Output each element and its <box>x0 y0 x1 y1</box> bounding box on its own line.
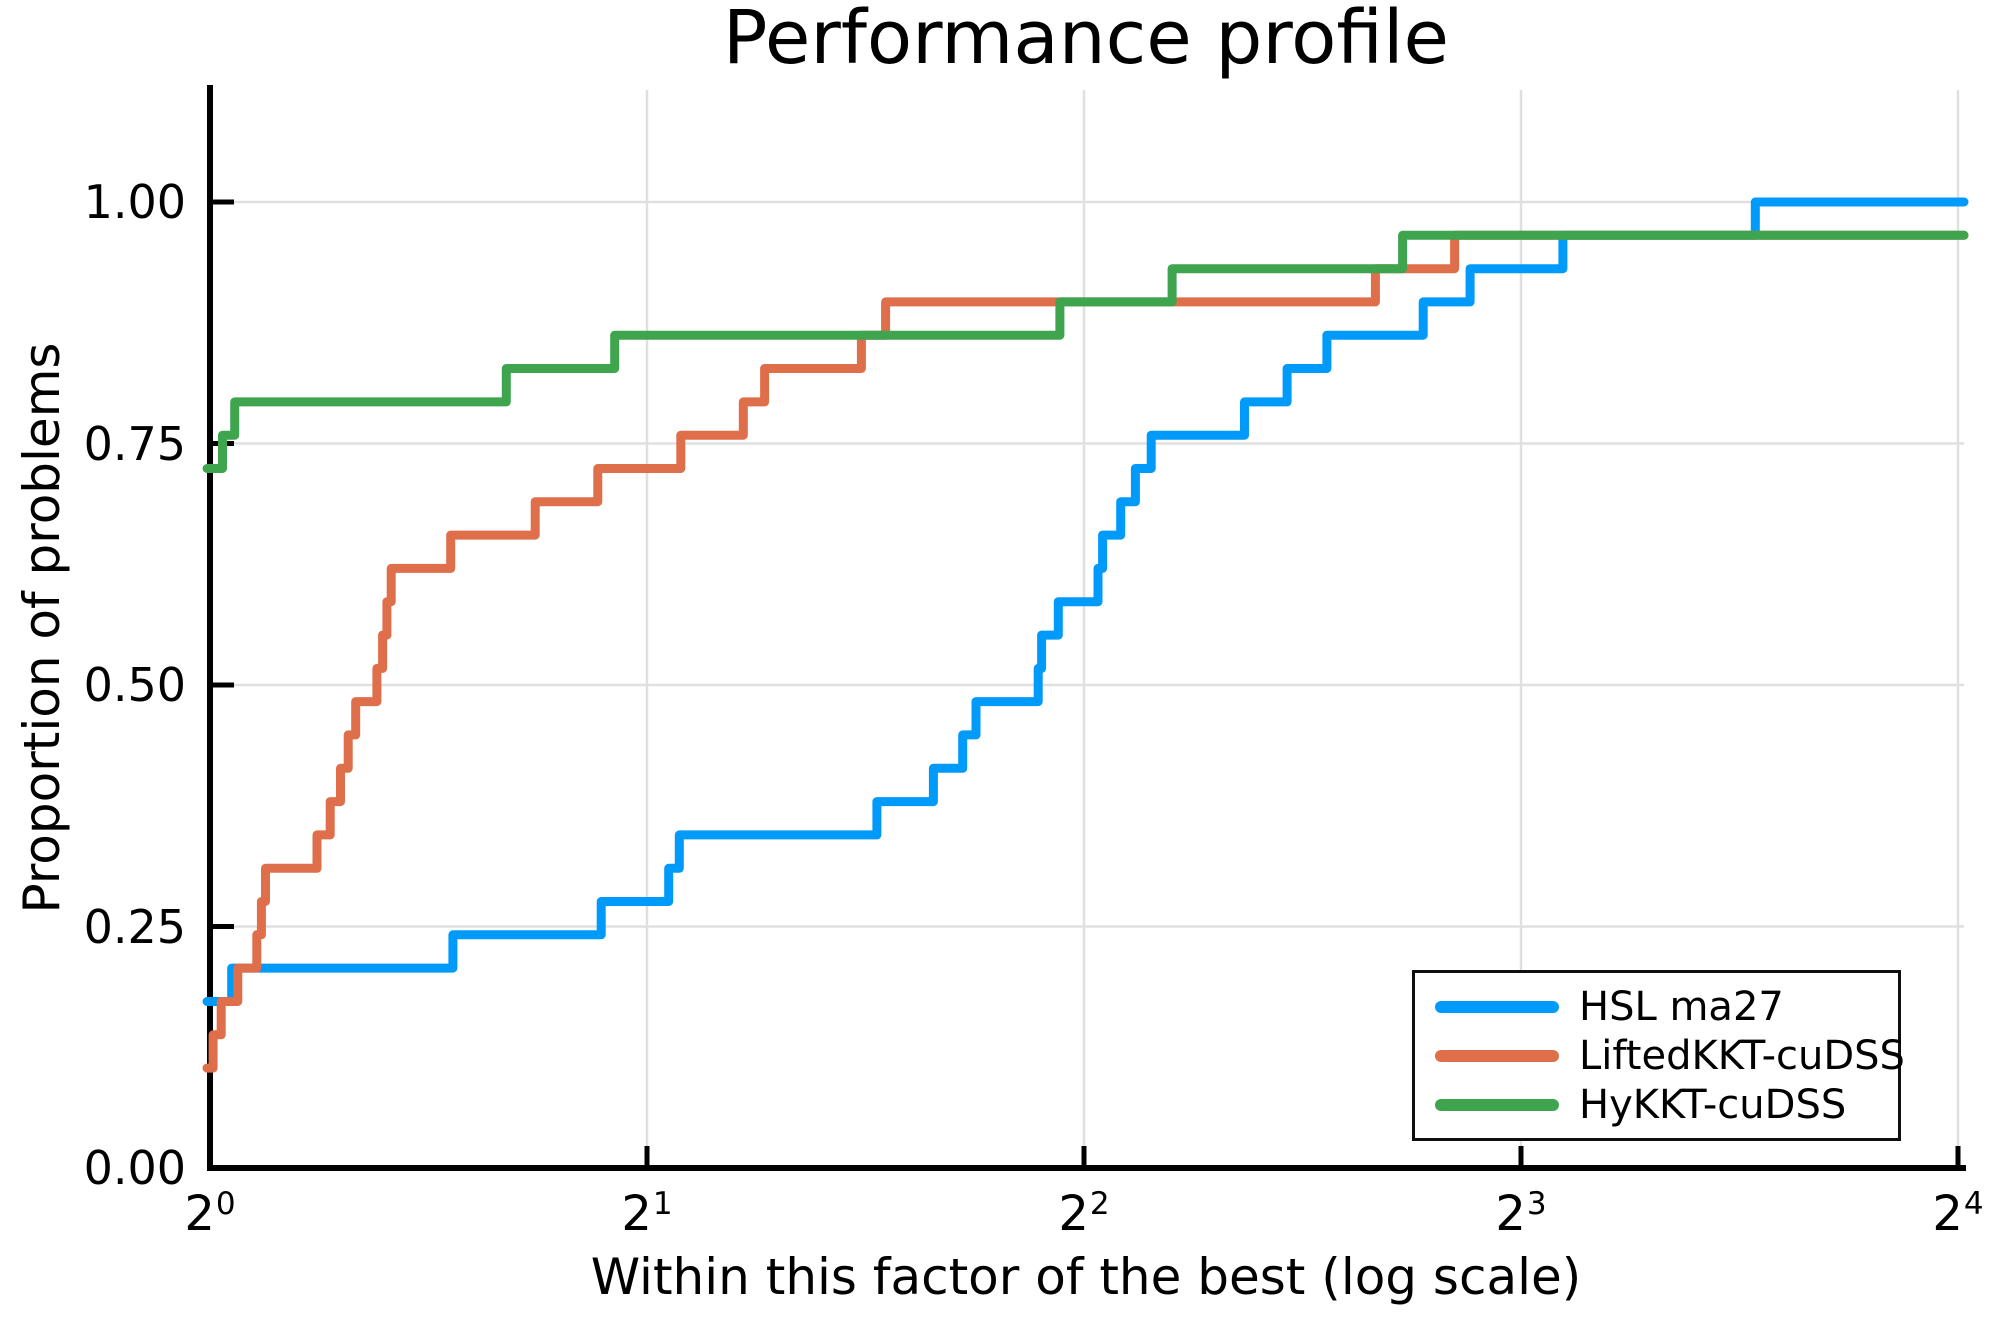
legend-swatch <box>1435 1049 1559 1062</box>
y-tick-label: 0.00 <box>83 1141 186 1195</box>
series-line-liftedkkt-cudss <box>202 230 1969 1073</box>
legend-label: HSL ma27 <box>1579 983 1784 1030</box>
x-tick-label: 23 <box>1495 1186 1547 1242</box>
x-axis-label: Within this factor of the best (log scal… <box>590 1248 1582 1306</box>
x-tick-label: 21 <box>621 1186 673 1242</box>
chart-title: Performance profile <box>722 0 1450 81</box>
y-tick-label: 0.50 <box>83 658 186 712</box>
y-tick-label: 1.00 <box>83 175 186 229</box>
legend-label: LiftedKKT-cuDSS <box>1579 1032 1905 1079</box>
tick-marks <box>207 199 1961 1171</box>
x-tick-label: 22 <box>1058 1186 1110 1242</box>
x-tick-label: 20 <box>184 1186 236 1242</box>
legend-swatch <box>1435 1098 1559 1111</box>
legend-item: LiftedKKT-cuDSS <box>1435 1033 1905 1079</box>
series-line-hsl-ma27 <box>202 197 1969 1006</box>
legend: HSL ma27 LiftedKKT-cuDSS HyKKT-cuDSS <box>1412 970 1905 1141</box>
y-tick-label: 0.25 <box>83 899 186 954</box>
legend-label: HyKKT-cuDSS <box>1579 1081 1847 1128</box>
legend-item: HSL ma27 <box>1435 983 1898 1030</box>
y-tick-label: 0.75 <box>83 416 186 471</box>
legend-swatch <box>1435 1000 1559 1013</box>
axes <box>207 85 1966 1171</box>
x-tick-label: 24 <box>1932 1186 1984 1242</box>
legend-item: HyKKT-cuDSS <box>1435 1081 1898 1128</box>
series-line-hykkt-cudss <box>202 230 1969 473</box>
